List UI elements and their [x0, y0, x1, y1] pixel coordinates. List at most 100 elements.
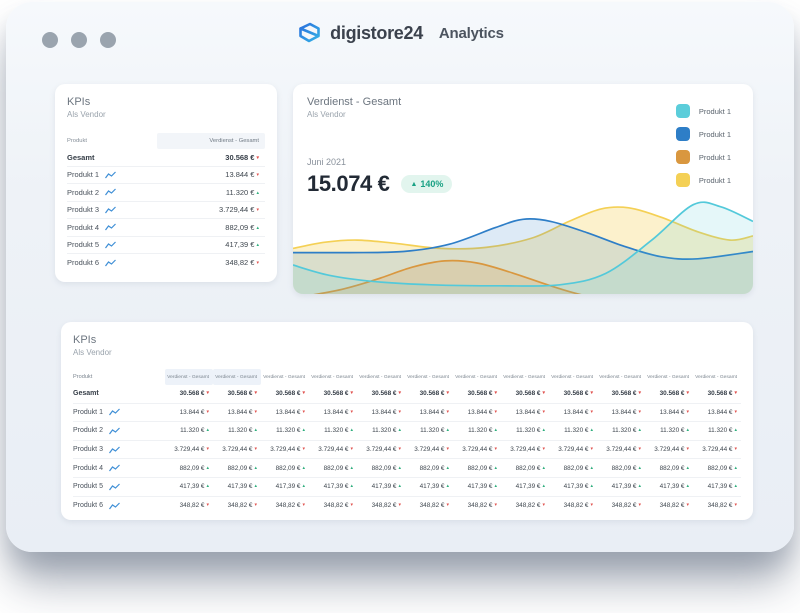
kpi-name-label: Produkt 3	[73, 446, 103, 454]
kpi-row[interactable]: Produkt 4 882,09 € ▴	[67, 219, 265, 237]
legend-item[interactable]: Produkt 1	[675, 104, 731, 118]
kpi-value-label: 11.320 €	[276, 427, 301, 435]
col-produkt-label: Produkt	[67, 138, 87, 144]
kpi-row[interactable]: Produkt 3 3.729,44 € ▾	[67, 202, 265, 219]
kpi-name-label: Produkt 6	[73, 502, 103, 510]
kpi-value-label: 3.729,44 €	[174, 446, 205, 454]
kpi-value-cell: 3.729,44 € ▾	[165, 446, 213, 453]
kpi-value-cell: 11.320 € ▴	[501, 427, 549, 434]
kpi-value-label: 13.844 €	[179, 408, 205, 416]
trend-down-icon: ▾	[350, 502, 353, 509]
app-title: Analytics	[438, 24, 504, 42]
trend-up-icon: ▴	[686, 427, 689, 434]
kpi-value-cell: 348,82 € ▾	[357, 502, 405, 509]
kpi-row[interactable]: Produkt 1 13.844 € ▾	[67, 167, 265, 184]
sparkline-icon	[108, 464, 120, 472]
kpi-value-cell: 417,39 € ▴	[645, 483, 693, 490]
col-verdienst-label[interactable]: Verdienst - Gesamt	[695, 374, 737, 380]
kpi-value-cell: 348,82 € ▾	[645, 502, 693, 509]
col-verdienst-label[interactable]: Verdienst - Gesamt	[551, 374, 593, 380]
trend-down-icon: ▾	[446, 408, 449, 415]
kpi-row-name: Produkt 1	[67, 170, 157, 179]
kpi-name-label: Produkt 6	[67, 258, 100, 268]
col-verdienst-label[interactable]: Verdienst - Gesamt	[599, 374, 641, 380]
kpi-value-cell: 348,82 € ▾	[405, 502, 453, 509]
kpi-value-label: 882,09 €	[371, 464, 397, 472]
trend-up-icon: ▴	[494, 427, 497, 434]
kpi-row[interactable]: Gesamt 30.568 € ▾	[67, 149, 265, 167]
trend-down-icon: ▾	[446, 502, 449, 509]
kpi-value-cell: 30.568 € ▾	[693, 390, 741, 397]
col-verdienst-label[interactable]: Verdienst - Gesamt	[311, 374, 353, 380]
kpi-value-cell: 30.568 € ▾	[357, 390, 405, 397]
panel-title: KPIs	[67, 96, 91, 108]
sparkline-icon	[108, 446, 120, 453]
trend-down-icon: ▾	[542, 446, 545, 453]
kpi-value-cell: 30.568 € ▾	[213, 390, 261, 397]
kpi-row[interactable]: Produkt 2 11.320 € ▴ 11.320 € ▴ 11.320 € ▴ 11.3…	[73, 422, 741, 441]
trend-up-icon: ▴	[590, 483, 593, 490]
chart-line	[293, 217, 753, 260]
kpi-row[interactable]: Produkt 6 348,82 € ▾ 348,82 € ▾ 348,82 € ▾ 348,…	[73, 497, 741, 516]
trend-down-icon: ▾	[686, 502, 689, 509]
kpi-value-cell: 417,39 € ▴	[261, 483, 309, 490]
kpi-row-name: Produkt 3	[73, 446, 165, 454]
kpi-value-label: 348,82 €	[275, 502, 301, 510]
legend-item[interactable]: Produkt 1	[675, 150, 731, 164]
kpi-name-label: Produkt 5	[67, 240, 100, 250]
kpi-value-cell: 882,09 € ▴	[261, 465, 309, 472]
kpi-panel: KPIs Als Vendor Produkt Verdienst - Gesa…	[55, 84, 277, 282]
kpi-name-label: Produkt 4	[67, 222, 100, 232]
sparkline-icon	[105, 188, 117, 196]
kpi-row[interactable]: Produkt 5 417,39 € ▴	[67, 237, 265, 254]
kpi-value-label: 882,09 €	[419, 464, 445, 472]
col-verdienst-label[interactable]: Verdienst - Gesamt	[165, 369, 213, 385]
kpi-value-cell: 3.729,44 € ▾	[453, 446, 501, 453]
kpi-row[interactable]: Produkt 2 11.320 € ▴	[67, 184, 265, 202]
window-dot[interactable]	[100, 32, 116, 48]
col-verdienst-label[interactable]: Verdienst - Gesamt	[157, 133, 265, 149]
trend-down-icon: ▾	[638, 446, 641, 453]
kpi-row[interactable]: Produkt 3 3.729,44 € ▾ 3.729,44 € ▾ 3.729,44 …	[73, 441, 741, 460]
legend-item[interactable]: Produkt 1	[675, 127, 731, 141]
kpi-value-label: 348,82 €	[179, 502, 205, 510]
kpi-row[interactable]: Produkt 5 417,39 € ▴ 417,39 € ▴ 417,39 € ▴ 417,…	[73, 478, 741, 497]
kpi-name-label: Produkt 4	[73, 464, 103, 472]
kpi-value-cell: 882,09 € ▴	[549, 465, 597, 472]
kpi-value-cell: 13.844 € ▾	[261, 409, 309, 416]
chart-line	[293, 206, 753, 250]
kpi-row[interactable]: Produkt 1 13.844 € ▾ 13.844 € ▾ 13.844 € ▾ 13.8…	[73, 404, 741, 423]
window-dot[interactable]	[42, 32, 58, 48]
kpi-row[interactable]: Produkt 4 882,09 € ▴ 882,09 € ▴ 882,09 € ▴ 882,…	[73, 459, 741, 478]
trend-down-icon: ▾	[398, 502, 401, 509]
trend-down-icon: ▾	[254, 446, 257, 453]
kpi-row-value: 348,82 € ▾	[157, 258, 265, 267]
col-verdienst-label[interactable]: Verdienst - Gesamt	[263, 374, 305, 380]
kpi-value-cell: 882,09 € ▴	[597, 465, 645, 472]
kpi-name-label: Gesamt	[67, 152, 95, 162]
col-verdienst-label[interactable]: Verdienst - Gesamt	[359, 374, 401, 380]
trend-down-icon: ▾	[590, 446, 593, 453]
kpi-row-value: 3.729,44 € ▾	[157, 205, 265, 214]
trend-down-icon: ▾	[254, 390, 257, 397]
kpi-value-label: 11.320 €	[564, 427, 589, 435]
col-verdienst-label[interactable]: Verdienst - Gesamt	[407, 374, 449, 380]
col-verdienst-label[interactable]: Verdienst - Gesamt	[213, 369, 261, 385]
kpi-name-label: Gesamt	[73, 390, 99, 398]
window-dot[interactable]	[71, 32, 87, 48]
trend-down-icon: ▾	[350, 446, 353, 453]
trend-down-icon: ▾	[350, 408, 353, 415]
col-verdienst-label[interactable]: Verdienst - Gesamt	[503, 374, 545, 380]
trend-up-icon: ▴	[206, 464, 209, 471]
trend-down-icon: ▾	[302, 408, 305, 415]
kpi-row[interactable]: Gesamt 30.568 € ▾ 30.568 € ▾ 30.568 € ▾ 30.568 …	[73, 385, 741, 404]
earnings-chart[interactable]	[293, 184, 753, 294]
col-verdienst-label[interactable]: Verdienst - Gesamt	[455, 374, 497, 380]
kpi-name-label: Produkt 1	[67, 170, 100, 180]
kpi-value-cell: 882,09 € ▴	[309, 465, 357, 472]
legend-item[interactable]: Produkt 1	[675, 173, 731, 187]
kpi-row[interactable]: Produkt 6 348,82 € ▾	[67, 254, 265, 272]
trend-up-icon: ▴	[494, 464, 497, 471]
col-verdienst-label[interactable]: Verdienst - Gesamt	[647, 374, 689, 380]
